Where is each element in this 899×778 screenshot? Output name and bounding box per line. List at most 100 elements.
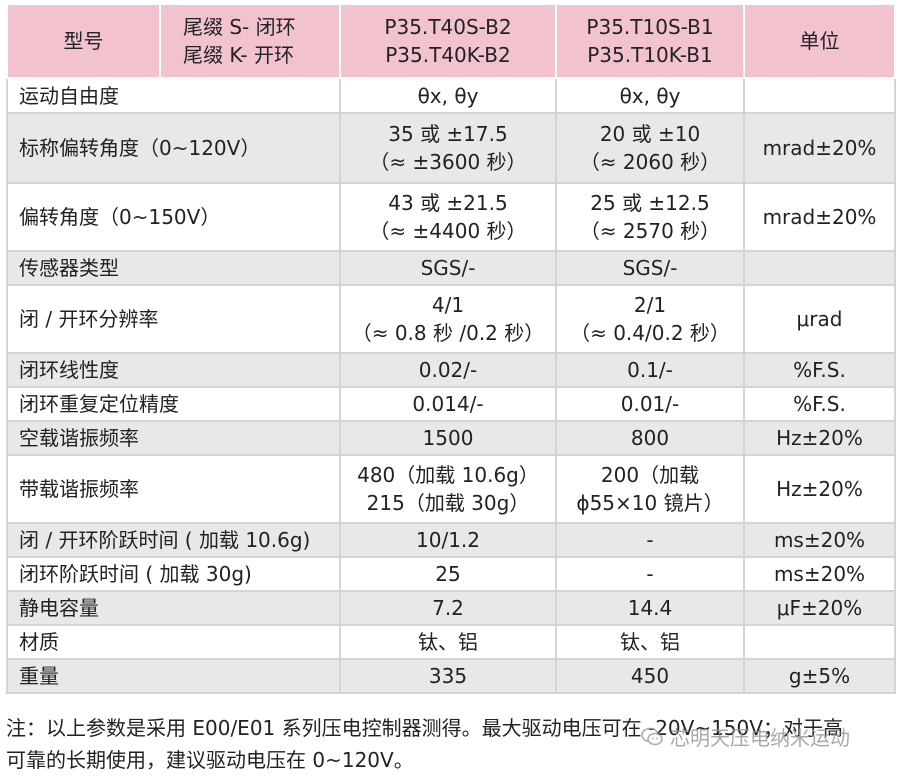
cell-p35-t10: θx, θy: [555, 77, 745, 114]
header-row: 型号 尾缀 S- 闭环 尾缀 K- 开环 P35.T40S-B2 P35.T40…: [6, 3, 896, 79]
cell-p35-t40: 10/1.2: [339, 522, 557, 558]
cell-line: （≈ 2570 秒）: [579, 219, 721, 243]
wechat-icon: [641, 727, 663, 745]
row-label: 重量: [6, 658, 341, 694]
table-row: 偏转角度（0~150V） 43 或 ±21.5 （≈ ±4400 秒） 25 或 ±1…: [6, 182, 896, 252]
cell-p35-t40: 335: [339, 658, 557, 694]
cell-p35-t10: 14.4: [555, 590, 745, 626]
cell-unit: [743, 250, 896, 286]
footnote: 注：以上参数是采用 E00/E01 系列压电控制器测得。最大驱动电压可在 -20…: [6, 712, 894, 776]
cell-p35-t10: -: [555, 556, 745, 592]
cell-unit: %F.S.: [743, 386, 896, 422]
cell-p35-t40: 0.02/-: [339, 352, 557, 388]
watermark-text: 芯明天压电纳米运动: [670, 726, 850, 750]
cell-unit: ms±20%: [743, 522, 896, 558]
cell-line: （≈ 0.4/0.2 秒）: [570, 321, 730, 345]
footnote-line: 注：以上参数是采用 E00/E01 系列压电控制器测得。最大驱动电压可在 -20…: [6, 716, 843, 740]
row-label: 闭环重复定位精度: [6, 386, 341, 422]
cell-unit: [743, 624, 896, 660]
table-body: 运动自由度 θx, θy θx, θy 标称偏转角度（0~120V） 35 或 ±17.…: [6, 77, 896, 694]
cell-line: 215（加载 30g）: [366, 491, 530, 515]
cell-line: 0.014/-: [412, 392, 484, 416]
cell-p35-t40: 0.014/-: [339, 386, 557, 422]
row-label: 偏转角度（0~150V）: [6, 182, 341, 252]
cell-unit: %F.S.: [743, 352, 896, 388]
cell-p35-t10: 200（加载 ϕ55×10 镜片）: [555, 454, 745, 524]
cell-line: SGS/-: [622, 256, 678, 280]
cell-line: 0.02/-: [418, 358, 478, 382]
cell-p35-t40: 1500: [339, 420, 557, 456]
cell-line: 钛、铝: [620, 630, 680, 654]
cell-line: SGS/-: [420, 256, 476, 280]
cell-line: θx, θy: [619, 83, 681, 108]
cell-p35-t40: 钛、铝: [339, 624, 557, 660]
cell-line: 200（加载: [600, 463, 700, 487]
cell-p35-t40: 7.2: [339, 590, 557, 626]
table-row: 静电容量 7.2 14.4 μF±20%: [6, 590, 896, 626]
cell-line: 10/1.2: [416, 528, 480, 552]
cell-line: θx, θy: [417, 83, 479, 108]
cell-p35-t10: 20 或 ±10 （≈ 2060 秒）: [555, 112, 745, 184]
watermark: 芯明天压电纳米运动: [640, 722, 850, 751]
cell-unit: mrad±20%: [743, 182, 896, 252]
table-row: 传感器类型 SGS/- SGS/-: [6, 250, 896, 286]
cell-line: 钛、铝: [418, 630, 478, 654]
row-label: 带载谐振频率: [6, 454, 341, 524]
cell-line: （≈ ±3600 秒）: [369, 150, 527, 174]
cell-line: 2/1: [633, 293, 667, 317]
row-label: 闭 / 开环分辨率: [6, 284, 341, 354]
cell-p35-t40: 480（加载 10.6g） 215（加载 30g）: [339, 454, 557, 524]
cell-line: -: [646, 562, 654, 586]
footnote-line: 可靠的长期使用，建议驱动电压在 0~120V。: [6, 748, 414, 772]
row-label: 闭 / 开环阶跃时间 ( 加载 10.6g): [6, 522, 341, 558]
cell-unit: Hz±20%: [743, 420, 896, 456]
table-row: 闭 / 开环阶跃时间 ( 加载 10.6g) 10/1.2 - ms±20%: [6, 522, 896, 558]
header-col2-line: P35.T10S-B1: [586, 15, 714, 39]
table-row: 闭环阶跃时间 ( 加载 30g) 25 - ms±20%: [6, 556, 896, 592]
cell-p35-t10: 450: [555, 658, 745, 694]
cell-p35-t10: SGS/-: [555, 250, 745, 286]
cell-p35-t10: 800: [555, 420, 745, 456]
cell-unit: μrad: [743, 284, 896, 354]
cell-unit: μF±20%: [743, 590, 896, 626]
table-row: 空载谐振频率 1500 800 Hz±20%: [6, 420, 896, 456]
table-row: 闭环线性度 0.02/- 0.1/- %F.S.: [6, 352, 896, 388]
cell-line: 20 或 ±10: [599, 122, 701, 146]
cell-p35-t10: 0.1/-: [555, 352, 745, 388]
cell-unit: mrad±20%: [743, 112, 896, 184]
cell-unit: Hz±20%: [743, 454, 896, 524]
cell-line: 0.01/-: [620, 392, 680, 416]
cell-line: 25 或 ±12.5: [590, 191, 710, 215]
cell-p35-t10: 2/1 （≈ 0.4/0.2 秒）: [555, 284, 745, 354]
cell-line: ϕ55×10 镜片）: [576, 491, 724, 515]
cell-line: 0.1/-: [627, 358, 673, 382]
spec-table: 型号 尾缀 S- 闭环 尾缀 K- 开环 P35.T40S-B2 P35.T40…: [6, 3, 896, 694]
header-col2: P35.T10S-B1 P35.T10K-B1: [555, 3, 745, 79]
cell-line: 480（加载 10.6g）: [357, 463, 539, 487]
cell-p35-t40: 43 或 ±21.5 （≈ ±4400 秒）: [339, 182, 557, 252]
cell-line: 4/1: [431, 293, 465, 317]
cell-p35-t10: -: [555, 522, 745, 558]
row-label: 传感器类型: [6, 250, 341, 286]
header-col2-line: P35.T10K-B1: [587, 43, 713, 67]
cell-line: （≈ 0.8 秒 /0.2 秒）: [351, 321, 545, 345]
table-row: 闭环重复定位精度 0.014/- 0.01/- %F.S.: [6, 386, 896, 422]
header-suffix-line: 尾缀 K- 开环: [183, 43, 294, 67]
table-row: 材质 钛、铝 钛、铝: [6, 624, 896, 660]
header-col1-line: P35.T40S-B2: [384, 15, 512, 39]
cell-p35-t10: 钛、铝: [555, 624, 745, 660]
header-unit: 单位: [743, 3, 896, 79]
cell-line: 800: [630, 426, 670, 450]
cell-line: 450: [630, 664, 670, 688]
cell-p35-t40: 35 或 ±17.5 （≈ ±3600 秒）: [339, 112, 557, 184]
table-row: 重量 335 450 g±5%: [6, 658, 896, 694]
header-col1-line: P35.T40K-B2: [385, 43, 511, 67]
cell-line: 1500: [422, 426, 474, 450]
table-row: 带载谐振频率 480（加载 10.6g） 215（加载 30g） 200（加载 ϕ55×…: [6, 454, 896, 524]
cell-unit: g±5%: [743, 658, 896, 694]
header-col1: P35.T40S-B2 P35.T40K-B2: [339, 3, 557, 79]
cell-unit: [743, 77, 896, 114]
table-row: 标称偏转角度（0~120V） 35 或 ±17.5 （≈ ±3600 秒） 20 或 …: [6, 112, 896, 184]
row-label: 闭环阶跃时间 ( 加载 30g): [6, 556, 341, 592]
row-label: 闭环线性度: [6, 352, 341, 388]
